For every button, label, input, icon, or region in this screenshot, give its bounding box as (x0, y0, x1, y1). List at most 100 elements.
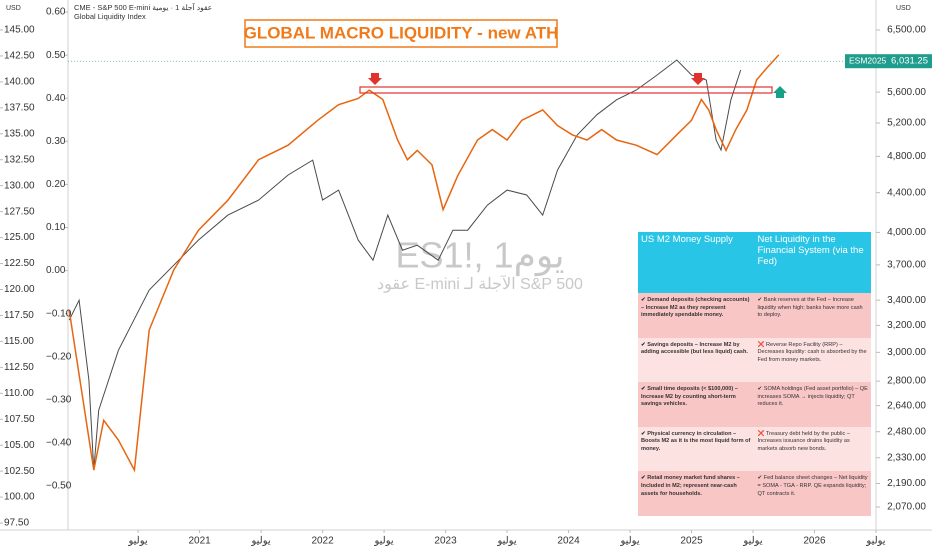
price-symbol: ESM2025 (849, 55, 887, 65)
tick-label: −0.10 (46, 308, 72, 319)
tick-label: 3,400.00 (887, 295, 926, 306)
tick-label: 0.60 (46, 7, 66, 18)
x-tick-label: يوليو (250, 536, 270, 547)
table-cell: ✔ Savings deposits – Increase M2 by addi… (638, 337, 755, 383)
y2-unit: USD (896, 5, 911, 12)
tick-label: 2,480.00 (887, 426, 926, 437)
tick-label: 2,190.00 (887, 478, 926, 489)
title-box (244, 19, 558, 48)
table-body: ✔ Demand deposits (checking accounts) – … (638, 293, 871, 516)
table-row: ✔ Small time deposits (< $100,000) – Inc… (638, 382, 871, 427)
table-cell: ✔ Physical currency in circulation – Boo… (638, 426, 755, 472)
watermark-symbol: ES1!, 1يوم (396, 235, 565, 277)
tick-label: 3,000.00 (887, 347, 926, 358)
tick-label: 4,400.00 (887, 187, 926, 198)
x-tick-label: يوليو (128, 536, 148, 547)
tick-label: 112.50 (4, 362, 34, 373)
table-cell: ✔ Retail money market fund shares – Incl… (638, 471, 755, 516)
table-row: ✔ Demand deposits (checking accounts) – … (638, 293, 871, 338)
tick-label: −0.50 (46, 481, 72, 492)
header-cell: Net Liquidity in the Financial System (v… (754, 232, 871, 294)
tick-label: 5,600.00 (887, 87, 926, 98)
x-tick-label: يوليو (619, 536, 639, 547)
tick-label: 0.40 (46, 93, 66, 104)
tick-label: 117.50 (4, 310, 34, 321)
x-tick-label: 2026 (803, 536, 826, 547)
series-line (68, 54, 780, 473)
x-tick-label: 2021 (188, 536, 211, 547)
table-cell: ✔ Demand deposits (checking accounts) – … (638, 293, 755, 338)
tick-label: 5,200.00 (887, 118, 926, 129)
tick-label: 100.00 (4, 492, 35, 503)
x-tick-label: 2023 (434, 536, 457, 547)
info-table: US M2 Money Supply Net Liquidity in the … (638, 232, 871, 516)
tick-label: 107.50 (4, 414, 35, 425)
tick-label: 6,500.00 (887, 25, 926, 36)
x-tick-label: يوليو (742, 536, 762, 547)
tick-label: 3,200.00 (887, 320, 926, 331)
tick-label: 122.50 (4, 258, 35, 269)
table-cell: ✔ SOMA holdings (Fed asset portfolio) – … (754, 382, 871, 427)
tick-label: 3,700.00 (887, 260, 926, 271)
tick-label: 4,800.00 (887, 151, 926, 162)
plot (68, 54, 780, 473)
table-cell: ❌ Reverse Repo Facility (RRP) – Decrease… (754, 337, 871, 383)
tick-label: 115.00 (4, 336, 34, 347)
tick-label: 2,330.00 (887, 452, 926, 463)
tick-label: 0.30 (46, 136, 66, 147)
tick-label: 0.20 (46, 179, 66, 190)
tick-label: 0.00 (46, 265, 66, 276)
indicator-name: Global Liquidity Index (74, 12, 146, 21)
tick-label: −0.20 (46, 351, 72, 362)
down-arrow (691, 73, 705, 85)
table-row: ✔ Savings deposits – Increase M2 by addi… (638, 337, 871, 383)
tick-label: 145.00 (4, 25, 35, 36)
x-tick-label: 2024 (557, 536, 580, 547)
right-axis-bg (876, 0, 932, 550)
tick-label: 140.00 (4, 77, 35, 88)
header-symbol: CME - S&P 500 E-mini عقود آجلة 1 · يومية (74, 2, 212, 12)
price-label: 6,031.25 (891, 56, 928, 67)
tick-label: 0.10 (46, 222, 66, 233)
tick-label: 102.50 (4, 466, 35, 477)
tick-label: −0.40 (46, 438, 72, 449)
tick-label: 105.00 (4, 440, 35, 451)
tick-label: 125.00 (4, 232, 35, 243)
tick-label: 2,800.00 (887, 376, 926, 387)
price-tag (845, 54, 932, 69)
table-header: US M2 Money Supply Net Liquidity in the … (638, 232, 871, 294)
down-arrow (368, 73, 382, 85)
tick-label: 135.00 (4, 128, 35, 139)
tick-label: 142.50 (4, 51, 35, 62)
tick-label: 127.50 (4, 206, 35, 217)
tick-label: 137.50 (4, 102, 35, 113)
tick-label: 2,070.00 (887, 502, 926, 513)
tick-label: 120.00 (4, 284, 35, 295)
tick-label: 97.50 (4, 518, 29, 529)
y-unit: USD (6, 5, 21, 12)
chart-title: GLOBAL MACRO LIQUIDITY - new ATH (244, 23, 559, 42)
up-arrow (773, 86, 787, 98)
tick-label: 4,000.00 (887, 227, 926, 238)
tick-label: −0.30 (46, 395, 72, 406)
tick-label: 110.00 (4, 388, 34, 399)
table-row: ✔ Physical currency in circulation – Boo… (638, 426, 871, 472)
table-cell: ❌ Treasury debt held by the public – Inc… (754, 426, 871, 472)
tick-label: 0.50 (46, 50, 66, 61)
table-cell: ✔ Fed balance sheet changes – Net liquid… (754, 471, 871, 516)
tick-label: 130.00 (4, 180, 35, 191)
table-cell: ✔ Small time deposits (< $100,000) – Inc… (638, 382, 755, 427)
watermark-name: عقود E-mini الآجلة لـ S&P 500 (377, 275, 583, 293)
table-cell: ✔ Bank reserves at the Fed – Increase li… (754, 293, 871, 338)
tick-label: 132.50 (4, 154, 35, 165)
tick-label: 2,640.00 (887, 400, 926, 411)
x-tick-label: 2022 (311, 536, 334, 547)
series-line (68, 59, 742, 471)
x-tick-label: يوليو (373, 536, 393, 547)
header-cell: US M2 Money Supply (638, 232, 755, 294)
x-tick-label: 2025 (680, 536, 703, 547)
table-row: ✔ Retail money market fund shares – Incl… (638, 471, 871, 516)
x-tick-label: يوليو (865, 536, 885, 547)
